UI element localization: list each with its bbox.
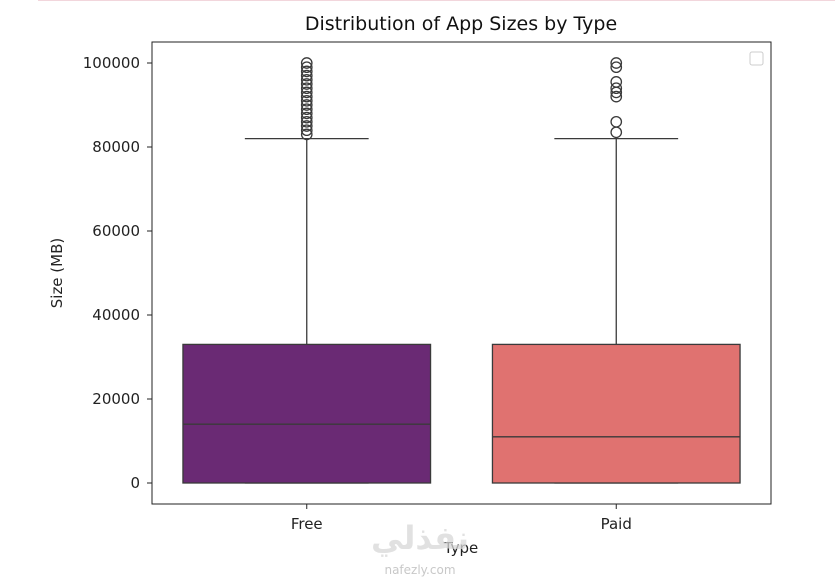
x-axis-label: Type <box>443 539 478 557</box>
outlier-paid <box>610 57 623 69</box>
y-tick-label: 0 <box>130 474 140 492</box>
outlier-free <box>300 86 313 99</box>
outlier-free <box>300 73 313 86</box>
plot-area: 0 20000 40000 60000 80000 100000 Free Paid <box>83 41 772 533</box>
outlier-paid <box>610 82 623 95</box>
outlier-paid <box>610 115 623 128</box>
top-divider <box>38 0 835 1</box>
outlier-free <box>300 57 313 69</box>
outlier-free <box>300 115 313 128</box>
outlier-free <box>300 78 313 90</box>
box-paid <box>491 343 741 484</box>
outlier-free <box>300 99 313 111</box>
outlier-free <box>300 94 313 107</box>
outlier-free <box>300 124 313 137</box>
y-tick-label: 80000 <box>92 138 140 156</box>
watermark-url: nafezly.com <box>384 563 455 577</box>
y-tick-label: 20000 <box>92 390 140 408</box>
box-free <box>182 343 432 484</box>
outlier-paid <box>610 76 623 88</box>
y-axis-label: Size (MB) <box>48 238 66 309</box>
outlier-free <box>300 120 313 132</box>
outlier-free <box>300 61 313 74</box>
outlier-free <box>300 107 313 120</box>
axes-frame <box>151 41 772 505</box>
outlier-free <box>300 103 313 116</box>
outlier-free <box>300 111 313 124</box>
outlier-paid <box>610 90 623 103</box>
x-tick-label-paid: Paid <box>601 515 632 533</box>
y-tick-label: 40000 <box>92 306 140 324</box>
outlier-free <box>300 69 313 82</box>
watermark-text: نفذلي <box>371 519 469 557</box>
y-tick-label: 100000 <box>83 54 140 72</box>
chart-title: Distribution of App Sizes by Type <box>305 13 617 35</box>
outlier-free <box>300 128 313 141</box>
y-tick-label: 60000 <box>92 222 140 240</box>
outlier-free <box>300 90 313 103</box>
outlier-free <box>300 65 313 78</box>
x-tick-label-free: Free <box>291 515 323 533</box>
outlier-free <box>300 82 313 95</box>
outlier-paid <box>610 126 623 139</box>
outlier-paid <box>610 61 623 74</box>
legend-box <box>749 51 764 66</box>
